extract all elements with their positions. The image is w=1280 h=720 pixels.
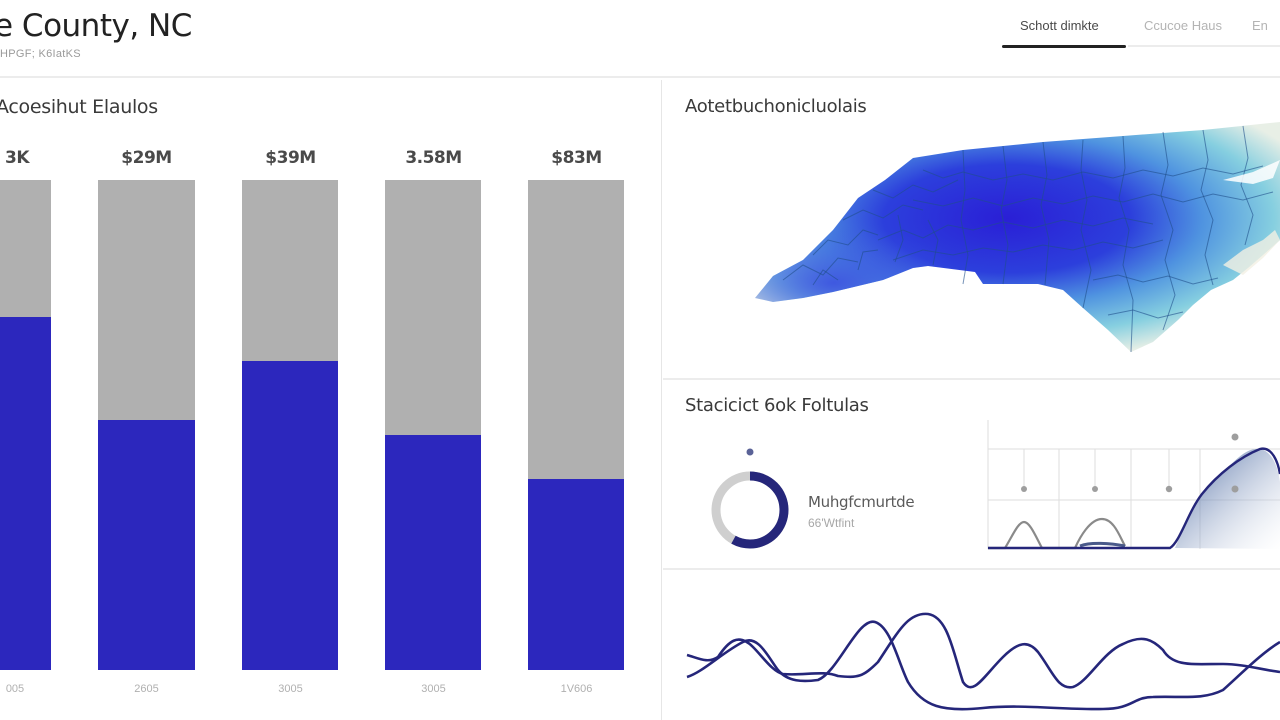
stats-panel: Stacicict 6ok Foltulas Muhgfcmurtde 66'W… — [663, 382, 1280, 570]
line-chart-panel — [663, 572, 1280, 720]
bar[interactable] — [242, 180, 338, 670]
bar-fill — [385, 434, 481, 670]
bar[interactable] — [98, 180, 195, 670]
panel-title: Aotetbuchonicluolais — [685, 96, 867, 117]
tab-bar: Schott dimkte Ccucoe Haus En — [1002, 12, 1280, 48]
bar-fill — [0, 317, 51, 670]
map-panel: Aotetbuchonicluolais — [663, 80, 1280, 380]
bar-axis-label: 3005 — [278, 683, 303, 695]
line-chart[interactable] — [663, 572, 1280, 720]
bar-value-label: $39M — [265, 148, 316, 168]
panel-title: Acoesihut Elaulos — [0, 96, 158, 118]
bar-axis-label: 3005 — [421, 683, 446, 695]
bar[interactable] — [0, 180, 51, 670]
bar-axis-label: 1V606 — [560, 683, 593, 695]
bar-fill — [98, 420, 195, 670]
bar-axis-label: 2605 — [134, 683, 159, 695]
bar-axis-label: 005 — [5, 683, 25, 695]
page-title: e County, NC — [0, 8, 192, 44]
area-chart[interactable] — [980, 412, 1280, 562]
bar-fill — [528, 478, 624, 670]
indicator-dot — [746, 448, 754, 456]
panel-title: Stacicict 6ok Foltulas — [685, 395, 869, 416]
nc-county-map[interactable] — [663, 80, 1280, 380]
bar-value-label: $29M — [121, 148, 172, 168]
bar[interactable] — [385, 180, 481, 670]
donut-chart[interactable] — [703, 442, 803, 552]
tab-secondary[interactable]: Ccucoe Haus — [1144, 18, 1223, 33]
bar-fill — [242, 361, 338, 670]
page-subtitle: HPGF; K6IatKS — [0, 48, 81, 60]
bar-value-label: 3K — [4, 148, 30, 168]
donut-sublabel: 66'Wtfint — [808, 516, 855, 530]
tab-track — [1128, 45, 1280, 47]
header: e County, NC HPGF; K6IatKS Schott dimkte… — [0, 0, 1280, 78]
tab-overview[interactable]: Schott dimkte — [1002, 12, 1126, 48]
bar-value-label: 3.58M — [405, 148, 462, 168]
tab-third[interactable]: En — [1252, 18, 1268, 33]
bar-value-label: $83M — [551, 148, 602, 168]
donut-label: Muhgfcmurtde — [808, 493, 915, 511]
bar-chart-panel: Acoesihut Elaulos 3K $29M $39M 3.58M $83… — [0, 80, 662, 720]
bar[interactable] — [528, 180, 624, 670]
